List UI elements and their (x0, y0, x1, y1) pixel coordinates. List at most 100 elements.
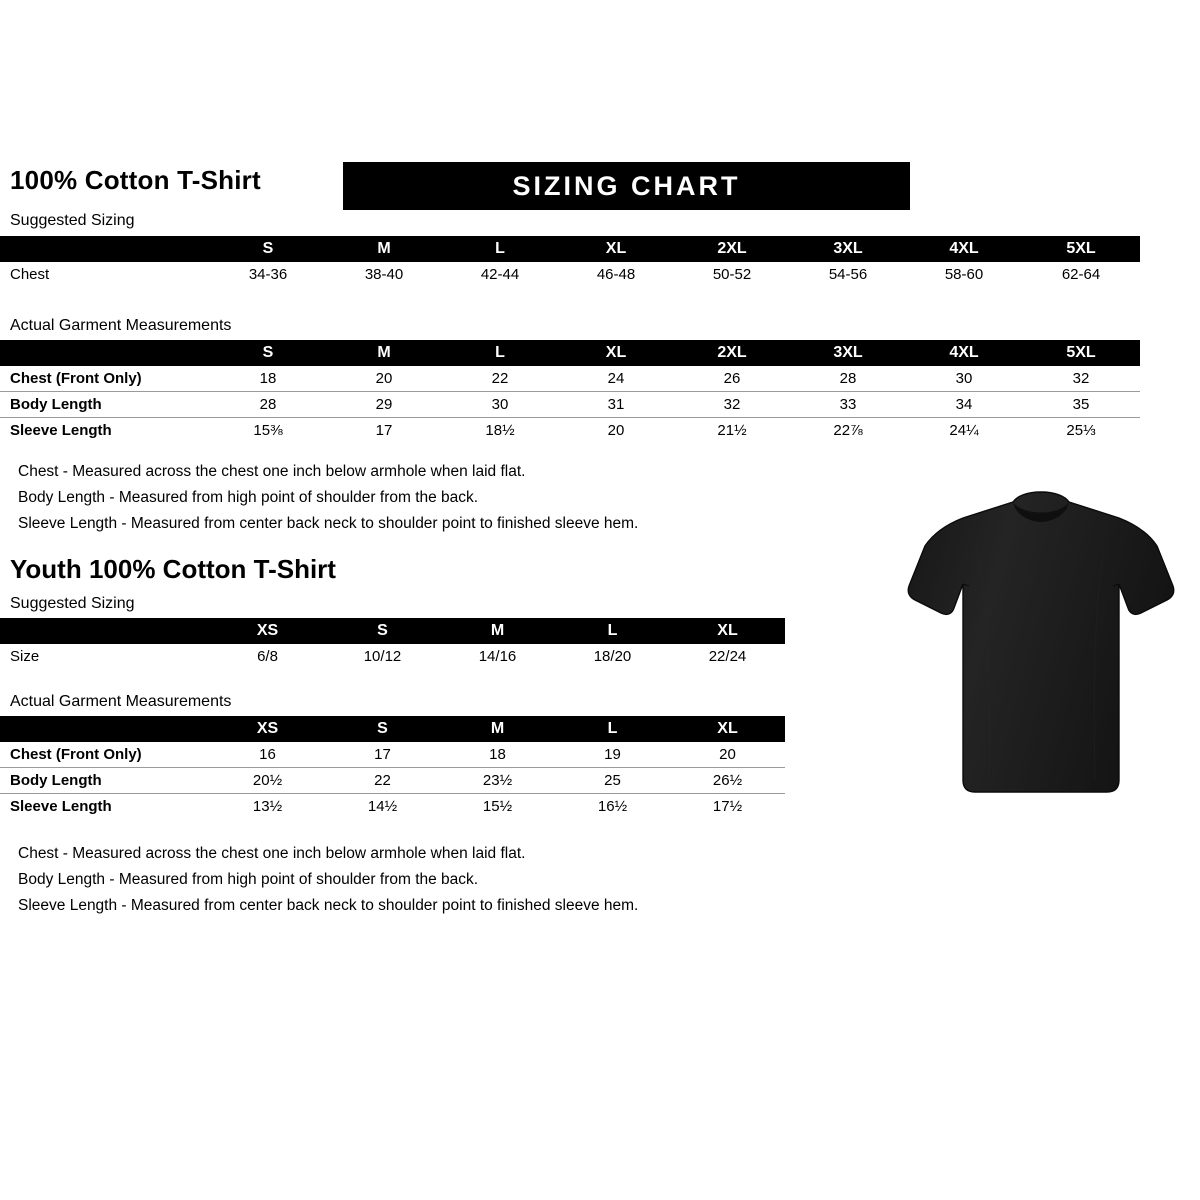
cell-chest-l: 22 (491, 370, 509, 387)
column-header-s: S (210, 236, 326, 262)
cell-chest-xs: 16 (259, 746, 276, 763)
adult-actual-measurements-label: Actual Garment Measurements (10, 317, 232, 334)
column-header-5xl: 5XL (1022, 236, 1140, 262)
column-header-4xl: 4XL (906, 236, 1022, 262)
table-row: Sleeve Length 13½ 14½ 15½ 16½ 17½ (0, 793, 785, 819)
cell-body-length-s: 28 (210, 391, 326, 418)
cell-chest-5xl: 32 (1072, 370, 1090, 387)
adult-actual-measurements-table: S M L XL 2XL 3XL 4XL 5XL Chest (Front On… (0, 340, 1140, 443)
sizing-chart-banner-label: SIZING CHART (512, 170, 741, 201)
note-sleeve-length: Sleeve Length - Measured from center bac… (18, 515, 639, 532)
column-header-s: S (210, 340, 326, 366)
table-row: Size 6/8 10/12 14/16 18/20 22/24 (0, 644, 785, 669)
note-chest: Chest - Measured across the chest one in… (18, 463, 526, 480)
cell-body-length-m: 29 (326, 391, 442, 418)
column-header-l: L (555, 618, 670, 644)
column-header-label (0, 340, 210, 366)
column-header-s: S (325, 716, 440, 742)
column-header-3xl: 3XL (790, 340, 906, 366)
column-header-2xl: 2XL (674, 236, 790, 262)
cell-sleeve-length-m: 15½ (440, 793, 555, 819)
adult-suggested-sizing-label: Suggested Sizing (10, 212, 135, 229)
column-header-xl: XL (558, 340, 674, 366)
column-header-label (0, 716, 210, 742)
column-header-3xl: 3XL (790, 236, 906, 262)
cell-body-length-3xl: 33 (790, 391, 906, 418)
column-header-m: M (326, 340, 442, 366)
adult-section-title: 100% Cotton T-Shirt (10, 165, 261, 195)
row-label-sleeve-length: Sleeve Length (0, 417, 210, 443)
cell-body-length-2xl: 32 (674, 391, 790, 418)
note-body-length: Body Length - Measured from high point o… (18, 871, 479, 888)
cell-size-m: 14/16 (478, 648, 517, 665)
cell-sleeve-length-s: 14½ (325, 793, 440, 819)
youth-measurement-notes: Chest - Measured across the chest one in… (18, 841, 638, 919)
column-header-l: L (555, 716, 670, 742)
cell-sleeve-length-2xl: 21½ (674, 417, 790, 443)
cell-chest-xl: 46-48 (596, 266, 636, 283)
column-header-xl: XL (670, 618, 785, 644)
cell-chest-3xl: 54-56 (828, 266, 868, 283)
tshirt-product-image (905, 480, 1177, 810)
column-header-l: L (442, 236, 558, 262)
column-header-label (0, 618, 210, 644)
cell-size-xs: 6/8 (257, 648, 278, 665)
table-row: Chest (Front Only) 18 20 22 24 26 28 30 … (0, 366, 1140, 392)
adult-measurement-notes: Chest - Measured across the chest one in… (18, 459, 638, 537)
column-header-2xl: 2XL (674, 340, 790, 366)
row-label-chest-front-only: Chest (Front Only) (10, 746, 142, 763)
adult-title-row: 100% Cotton T-Shirt SIZING CHART (10, 162, 1190, 210)
row-label-sleeve-length: Sleeve Length (0, 793, 210, 819)
row-label-size: Size (10, 648, 40, 665)
row-label-body-length: Body Length (0, 391, 210, 418)
cell-body-length-l: 30 (442, 391, 558, 418)
column-header-xl: XL (670, 716, 785, 742)
table-row: Body Length 28 29 30 31 32 33 34 35 (0, 391, 1140, 418)
column-header-xs: XS (210, 716, 325, 742)
cell-chest-s: 34-36 (248, 266, 288, 283)
cell-chest-xl: 24 (607, 370, 625, 387)
column-header-m: M (326, 236, 442, 262)
note-chest: Chest - Measured across the chest one in… (18, 845, 526, 862)
cell-chest-4xl: 58-60 (944, 266, 984, 283)
youth-actual-measurements-table: XS S M L XL Chest (Front Only) 16 17 18 … (0, 716, 785, 819)
table-header-row: S M L XL 2XL 3XL 4XL 5XL (0, 340, 1140, 366)
column-header-4xl: 4XL (906, 340, 1022, 366)
adult-suggested-sizing-table: S M L XL 2XL 3XL 4XL 5XL Chest 34-36 38-… (0, 236, 1140, 287)
cell-chest-4xl: 30 (955, 370, 973, 387)
column-header-m: M (440, 618, 555, 644)
cell-chest-2xl: 50-52 (712, 266, 752, 283)
column-header-s: S (325, 618, 440, 644)
column-header-m: M (440, 716, 555, 742)
cell-sleeve-length-l: 18½ (442, 417, 558, 443)
table-row: Body Length 20½ 22 23½ 25 26½ (0, 767, 785, 794)
column-header-5xl: 5XL (1022, 340, 1140, 366)
cell-sleeve-length-l: 16½ (555, 793, 670, 819)
cell-sleeve-length-xs: 13½ (210, 793, 325, 819)
cell-chest-2xl: 26 (723, 370, 741, 387)
cell-sleeve-length-xl: 17½ (670, 793, 785, 819)
note-sleeve-length: Sleeve Length - Measured from center bac… (18, 897, 639, 914)
youth-suggested-sizing-table: XS S M L XL Size 6/8 10/12 14/16 18/20 2… (0, 618, 785, 669)
cell-chest-m: 18 (489, 746, 506, 763)
column-header-l: L (442, 340, 558, 366)
table-header-row: XS S M L XL (0, 716, 785, 742)
youth-section-title: Youth 100% Cotton T-Shirt (10, 554, 336, 584)
table-header-row: S M L XL 2XL 3XL 4XL 5XL (0, 236, 1140, 262)
cell-body-length-xs: 20½ (210, 767, 325, 794)
cell-body-length-xl: 26½ (670, 767, 785, 794)
cell-body-length-5xl: 35 (1022, 391, 1140, 418)
cell-body-length-xl: 31 (558, 391, 674, 418)
cell-chest-s: 17 (374, 746, 391, 763)
table-row: Sleeve Length 15⅜ 17 18½ 20 21½ 22⅞ 24¼ … (0, 417, 1140, 443)
cell-body-length-4xl: 34 (906, 391, 1022, 418)
cell-size-xl: 22/24 (708, 648, 747, 665)
youth-actual-measurements-label: Actual Garment Measurements (10, 693, 232, 710)
cell-sleeve-length-4xl: 24¼ (906, 417, 1022, 443)
row-label-body-length: Body Length (0, 767, 210, 794)
sizing-chart-banner: SIZING CHART (343, 162, 910, 210)
row-label-chest-front-only: Chest (Front Only) (10, 370, 142, 387)
cell-sleeve-length-s: 15⅜ (210, 417, 326, 443)
cell-chest-l: 42-44 (480, 266, 520, 283)
cell-size-s: 10/12 (363, 648, 402, 665)
